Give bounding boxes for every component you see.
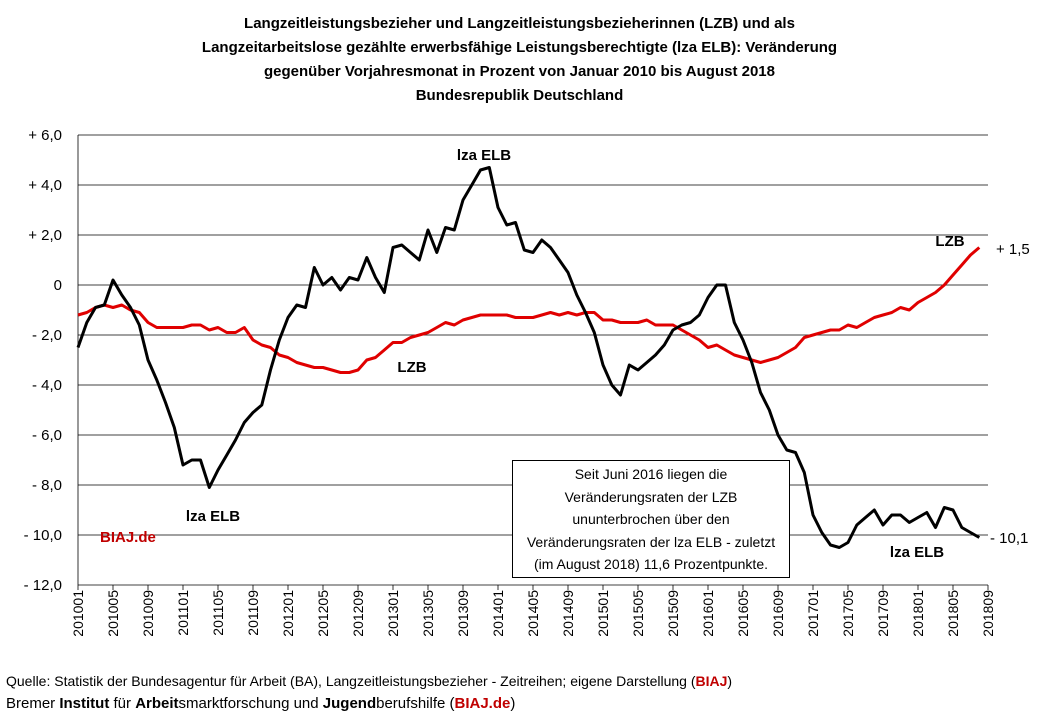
source-text: Quelle: Statistik der Bundesagentur für … [6, 673, 696, 689]
y-tick-label: - 12,0 [24, 577, 62, 594]
inst-part: Institut [59, 695, 110, 712]
series-lines [76, 166, 981, 549]
lzb-label-mid: LZB [397, 359, 426, 376]
gridlines [77, 134, 988, 586]
inst-part: Jugend [322, 695, 377, 712]
x-tick-label: 201509 [665, 590, 681, 637]
y-tick-label: 0 [54, 277, 62, 294]
x-tick-label: 201609 [770, 590, 786, 637]
x-tick-label: 201401 [490, 590, 506, 637]
lza-label-top: lza ELB [457, 147, 511, 164]
note-line: ununterbrochen über den [572, 511, 730, 527]
note-line: Seit Juni 2016 liegen die [574, 466, 728, 482]
x-tick-label: 201209 [350, 590, 366, 637]
y-tick-label: - 4,0 [32, 377, 62, 394]
inst-part: für [109, 695, 136, 712]
x-tick-label: 201009 [140, 590, 156, 637]
y-tick-label: - 8,0 [32, 477, 62, 494]
x-tick-label: 201809 [980, 590, 996, 637]
source-biaj: BIAJ [695, 673, 728, 689]
x-tick-label: 201709 [875, 590, 891, 637]
inst-part: Bremer [6, 695, 60, 712]
source-close: ) [727, 673, 733, 689]
x-tick-label: 201105 [210, 590, 226, 636]
x-tick-label: 201309 [455, 590, 471, 637]
x-tick-label: 201405 [525, 590, 541, 637]
title-line: Langzeitarbeitslose gezählte erwerbsfähi… [201, 39, 838, 56]
y-tick-label: - 2,0 [32, 327, 62, 344]
chart-annotations: lza ELB lza ELB lza ELB LZB LZB + 1,5 - … [100, 147, 1030, 561]
inst-part: smarktforschung und [178, 695, 323, 712]
note-line: (im August 2018) 11,6 Prozentpunkte. [534, 556, 768, 572]
x-tick-label: 201001 [70, 590, 86, 637]
x-tick-label: 201805 [945, 590, 961, 637]
series-line-lzb [77, 246, 981, 374]
source-note: Quelle: Statistik der Bundesagentur für … [6, 673, 732, 689]
end-value-lzb: + 1,5 [996, 241, 1030, 258]
inst-biaj: BIAJ.de [454, 695, 511, 712]
x-tick-label: 201005 [105, 590, 121, 637]
y-tick-label: + 6,0 [28, 127, 62, 144]
title-line: Langzeitleistungsbezieher und Langzeitle… [244, 15, 795, 32]
annotation-box: Seit Juni 2016 liegen die Veränderungsra… [512, 460, 790, 578]
lzb-label-right: LZB [935, 233, 964, 250]
watermark: BIAJ.de [100, 529, 156, 546]
chart-title: Langzeitleistungsbezieher und Langzeitle… [0, 12, 1039, 108]
x-tick-label: 201409 [560, 590, 576, 637]
inst-part: berufshilfe ( [376, 695, 455, 712]
x-axis-tick-labels: 201001 201005 201009 201101 201105 201109 2012… [70, 585, 996, 637]
y-tick-label: - 6,0 [32, 427, 62, 444]
lza-label-right: lza ELB [890, 544, 944, 561]
y-tick-label: - 10,0 [24, 527, 62, 544]
y-tick-label: + 4,0 [28, 177, 62, 194]
y-axis-tick-labels: + 6,0 + 4,0 + 2,0 0 - 2,0 - 4,0 - 6,0 - 8,0 - 10… [24, 127, 62, 594]
note-line: Veränderungsraten der lza ELB - zuletzt [526, 533, 776, 550]
x-tick-label: 201109 [245, 590, 261, 636]
x-tick-label: 201801 [910, 590, 926, 637]
series-line-lza-elb [76, 166, 981, 549]
end-value-lza: - 10,1 [990, 530, 1028, 547]
x-tick-label: 201305 [420, 590, 436, 637]
inst-part: ) [510, 695, 516, 712]
x-tick-label: 201705 [840, 590, 856, 637]
inst-part: Arbeit [135, 695, 179, 712]
title-line: Bundesrepublik Deutschland [415, 87, 624, 104]
institute-name: Bremer Institut für Arbeitsmarktforschun… [6, 695, 515, 712]
x-tick-label: 201605 [735, 590, 751, 637]
x-tick-label: 201701 [805, 590, 821, 637]
x-tick-label: 201101 [175, 590, 191, 636]
x-tick-label: 201501 [595, 590, 611, 637]
x-tick-label: 201201 [280, 590, 296, 637]
x-tick-label: 201505 [630, 590, 646, 637]
note-line: Veränderungsraten der LZB [564, 488, 738, 505]
title-line: gegenüber Vorjahresmonat in Prozent von … [264, 63, 775, 80]
lza-label-left: lza ELB [186, 508, 240, 525]
x-tick-label: 201205 [315, 590, 331, 637]
x-tick-label: 201301 [385, 590, 401, 637]
x-tick-label: 201601 [700, 590, 716, 637]
y-tick-label: + 2,0 [28, 227, 62, 244]
